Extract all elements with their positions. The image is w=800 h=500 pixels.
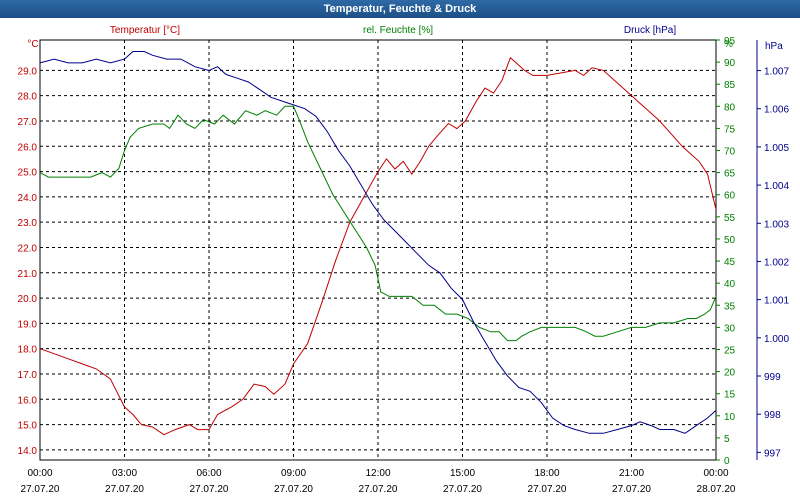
temperature-tick-label: 19.0 [18,319,38,330]
humidity-tick-label: 55 [724,213,736,224]
x-tick-date-label: 28.07.20 [697,484,736,495]
plot-frame [39,39,717,461]
temperature-tick-label: 17.0 [18,370,38,381]
temperature-tick-label: 23.0 [18,218,38,229]
temperature-series-label: Temperatur [°C] [110,25,180,36]
pressure-tick-label: 1.007 [764,67,789,78]
pressure-tick-label: 997 [764,448,781,459]
x-tick-date-label: 27.07.20 [105,484,144,495]
temperature-tick-label: 21.0 [18,269,38,280]
pressure-unit-label: hPa [765,41,783,52]
temperature-unit-label: °C [27,39,38,50]
humidity-series-label: rel. Feuchte [%] [363,25,433,36]
x-tick-date-label: 27.07.20 [528,484,567,495]
temperature-tick-label: 27.0 [18,117,38,128]
humidity-tick-label: 80 [724,102,736,113]
temperature-line [39,56,717,436]
humidity-tick-label: 75 [724,124,736,135]
x-tick-date-label: 27.07.20 [274,484,313,495]
pressure-tick-label: 1.005 [764,143,789,154]
pressure-tick-label: 998 [764,410,781,421]
temperature-tick-label: 22.0 [18,243,38,254]
humidity-tick-label: 15 [724,390,736,401]
temperature-tick-label: 16.0 [18,395,38,406]
temperature-tick-label: 20.0 [18,294,38,305]
pressure-tick-label: 999 [764,372,781,383]
humidity-line [39,105,717,342]
pressure-tick-label: 1.000 [764,334,789,345]
humidity-tick-label: 0 [724,456,730,467]
x-tick-time-label: 00:00 [703,468,728,479]
humidity-tick-label: 20 [724,368,736,379]
humidity-tick-label: 85 [724,80,736,91]
temperature-tick-label: 14.0 [18,446,38,457]
x-tick-time-label: 18:00 [534,468,559,479]
pressure-tick-label: 1.001 [764,296,789,307]
temperature-tick-label: 29.0 [18,66,38,77]
humidity-tick-label: 45 [724,257,736,268]
humidity-tick-label: 35 [724,301,736,312]
humidity-tick-label: 40 [724,279,736,290]
x-tick-time-label: 06:00 [196,468,221,479]
temperature-tick-label: 26.0 [18,142,38,153]
humidity-tick-label: 50 [724,235,736,246]
humidity-tick-label: 90 [724,58,736,69]
temperature-tick-label: 15.0 [18,421,38,432]
humidity-tick-label: 95 [724,36,736,47]
humidity-tick-label: 65 [724,169,736,180]
humidity-tick-label: 5 [724,434,730,445]
pressure-tick-label: 1.003 [764,219,789,230]
temperature-tick-label: 28.0 [18,92,38,103]
x-tick-date-label: 27.07.20 [190,484,229,495]
x-tick-time-label: 15:00 [450,468,475,479]
temperature-tick-label: 24.0 [18,193,38,204]
x-tick-time-label: 09:00 [281,468,306,479]
humidity-tick-label: 30 [724,323,736,334]
humidity-tick-label: 25 [724,345,736,356]
climate-line-chart: 14.0 15.0 16.0 17.0 18.0 19.0 20.0 21.0 22.0 23.0… [18,25,790,495]
x-tick-date-label: 27.07.20 [21,484,60,495]
pressure-tick-label: 1.002 [764,257,789,268]
humidity-tick-label: 60 [724,191,736,202]
temperature-tick-label: 18.0 [18,345,38,356]
pressure-tick-label: 1.006 [764,105,789,116]
humidity-tick-label: 70 [724,147,736,158]
humidity-tick-label: 10 [724,412,736,423]
x-tick-time-label: 12:00 [365,468,390,479]
x-tick-date-label: 27.07.20 [612,484,651,495]
x-tick-time-label: 21:00 [619,468,644,479]
x-tick-time-label: 00:00 [27,468,52,479]
pressure-series-label: Druck [hPa] [624,25,676,36]
window-title: Temperatur, Feuchte & Druck [0,0,800,18]
temperature-tick-label: 25.0 [18,168,38,179]
humidity-unit-label: % [724,39,733,50]
pressure-line [39,51,717,434]
x-tick-date-label: 27.07.20 [359,484,398,495]
pressure-tick-label: 1.004 [764,181,789,192]
x-tick-time-label: 03:00 [112,468,137,479]
x-tick-date-label: 27.07.20 [443,484,482,495]
